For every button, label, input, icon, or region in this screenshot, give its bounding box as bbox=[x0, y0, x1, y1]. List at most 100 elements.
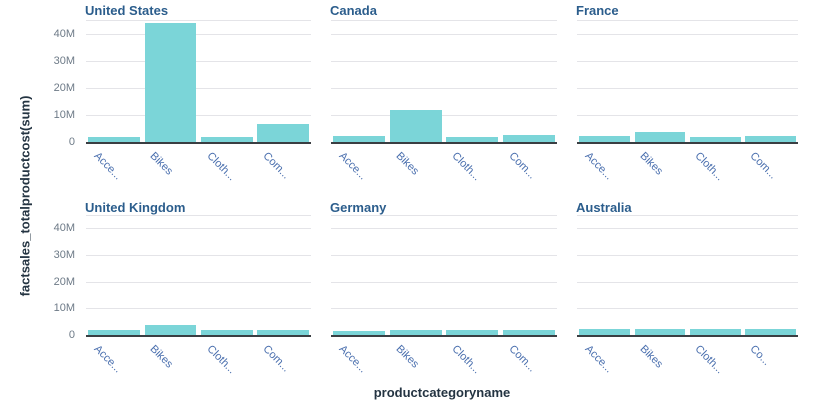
x-tick-label: Bikes bbox=[637, 343, 665, 371]
bar-united-states-3[interactable] bbox=[257, 123, 309, 142]
bar-united-states-0[interactable] bbox=[88, 136, 141, 142]
panel-title: France bbox=[576, 3, 619, 18]
y-tick-label: 0 bbox=[68, 136, 75, 148]
y-tick-label: 40M bbox=[53, 222, 75, 235]
y-tick-label: 20M bbox=[53, 275, 75, 288]
x-tick-label: Com... bbox=[260, 150, 292, 182]
x-tick-label: Com... bbox=[506, 150, 538, 182]
bar-germany-2[interactable] bbox=[446, 330, 499, 335]
gridline bbox=[577, 255, 798, 256]
panel-title: Canada bbox=[330, 3, 377, 18]
x-tick-label: Cloth... bbox=[449, 150, 483, 184]
x-tick-label: Bikes bbox=[147, 150, 176, 178]
gridline bbox=[577, 20, 798, 21]
x-tick-label: Acce... bbox=[91, 150, 124, 183]
gridline bbox=[86, 215, 311, 216]
facet-panel: Australia Acce... Bikes Cloth... Co... bbox=[576, 200, 798, 390]
bar-australia-3[interactable] bbox=[745, 329, 796, 335]
gridline bbox=[577, 87, 798, 89]
x-axis-line bbox=[331, 335, 557, 337]
gridline bbox=[331, 20, 557, 21]
y-tick-label: 30M bbox=[53, 54, 75, 67]
x-tick-label: Acce... bbox=[582, 343, 615, 376]
bar-france-3[interactable] bbox=[745, 136, 796, 142]
bar-canada-0[interactable] bbox=[333, 136, 386, 142]
gridline bbox=[577, 308, 798, 310]
facet-panel: Canada Acce... Bikes Cloth... Com... bbox=[330, 3, 557, 193]
x-tick-label: Co... bbox=[747, 343, 773, 368]
bar-germany-0[interactable] bbox=[333, 330, 386, 335]
gridline bbox=[86, 281, 311, 283]
gridline bbox=[331, 33, 557, 35]
y-tick-label: 0 bbox=[68, 329, 75, 341]
gridline bbox=[331, 281, 557, 283]
x-tick-label: Cloth... bbox=[692, 150, 726, 184]
x-axis-line bbox=[86, 335, 311, 337]
x-axis-title: productcategoryname bbox=[373, 385, 511, 400]
x-tick-label: Com... bbox=[506, 343, 538, 375]
bar-united-states-1[interactable] bbox=[144, 22, 197, 142]
gridline bbox=[577, 60, 798, 62]
bar-germany-1[interactable] bbox=[389, 330, 442, 335]
x-tick-label: Cloth... bbox=[692, 343, 726, 377]
x-tick-label: Acce... bbox=[91, 343, 124, 376]
gridline bbox=[86, 20, 311, 21]
x-axis-line bbox=[331, 142, 557, 144]
panel-plot bbox=[577, 215, 798, 337]
facet-panel: France Acce... Bikes Cloth... Com... bbox=[576, 3, 798, 193]
bar-australia-1[interactable] bbox=[634, 329, 686, 335]
panel-title: United Kingdom bbox=[85, 200, 186, 215]
x-tick-label: Acce... bbox=[582, 150, 615, 183]
x-tick-label: Cloth... bbox=[449, 343, 483, 377]
gridline bbox=[86, 33, 311, 35]
x-tick-label: Bikes bbox=[147, 343, 176, 371]
x-tick-label: Acce... bbox=[336, 343, 370, 376]
bar-united-states-2[interactable] bbox=[200, 136, 253, 142]
y-tick-label: 10M bbox=[53, 302, 75, 315]
y-axis-title: factsales_totalproductcost(sum) bbox=[17, 95, 33, 297]
gridline bbox=[577, 215, 798, 216]
gridline bbox=[331, 87, 557, 89]
gridline bbox=[331, 228, 557, 230]
gridline bbox=[331, 60, 557, 62]
facet-panel: United Kingdom 0 10M 20M 30M 40M Acce... Bikes C… bbox=[54, 200, 311, 390]
bar-france-1[interactable] bbox=[634, 132, 686, 142]
bar-france-0[interactable] bbox=[579, 136, 631, 142]
bar-france-2[interactable] bbox=[689, 136, 741, 142]
panel-plot bbox=[86, 20, 311, 144]
panel-plot bbox=[331, 215, 557, 337]
gridline bbox=[86, 114, 311, 116]
gridline bbox=[331, 114, 557, 116]
bar-canada-3[interactable] bbox=[502, 135, 555, 142]
panel-title: United States bbox=[85, 3, 169, 18]
x-tick-label: Cloth... bbox=[204, 343, 238, 377]
bar-united-kingdom-0[interactable] bbox=[88, 329, 141, 335]
gridline bbox=[86, 228, 311, 230]
y-tick-label: 10M bbox=[53, 108, 75, 121]
bar-australia-0[interactable] bbox=[579, 329, 631, 335]
bar-united-kingdom-1[interactable] bbox=[144, 324, 197, 335]
gridline bbox=[86, 60, 311, 62]
gridline bbox=[86, 308, 311, 310]
facet-panel: Germany Acce... Bikes Cloth... Com... bbox=[330, 200, 557, 390]
x-tick-label: Acce... bbox=[336, 150, 370, 183]
x-axis-line bbox=[86, 142, 311, 144]
y-tick-label: 30M bbox=[53, 249, 75, 261]
facet-panel: United States 0 10M 20M 30M 40M Acce... Bikes Cl… bbox=[54, 3, 311, 193]
x-axis-line bbox=[577, 142, 798, 144]
bar-germany-3[interactable] bbox=[502, 330, 555, 335]
gridline bbox=[331, 215, 557, 216]
bar-united-kingdom-2[interactable] bbox=[200, 330, 253, 335]
bar-canada-2[interactable] bbox=[446, 136, 499, 142]
x-axis-line bbox=[577, 335, 798, 337]
gridline bbox=[86, 87, 311, 89]
x-tick-label: Bikes bbox=[637, 150, 665, 178]
x-tick-label: Bikes bbox=[393, 150, 421, 178]
bar-australia-2[interactable] bbox=[689, 329, 741, 335]
y-tick-label: 40M bbox=[53, 27, 75, 40]
bar-canada-1[interactable] bbox=[389, 110, 442, 142]
gridline bbox=[577, 281, 798, 283]
panel-title: Germany bbox=[330, 200, 387, 215]
panel-plot bbox=[577, 20, 798, 144]
bar-united-kingdom-3[interactable] bbox=[257, 329, 309, 335]
